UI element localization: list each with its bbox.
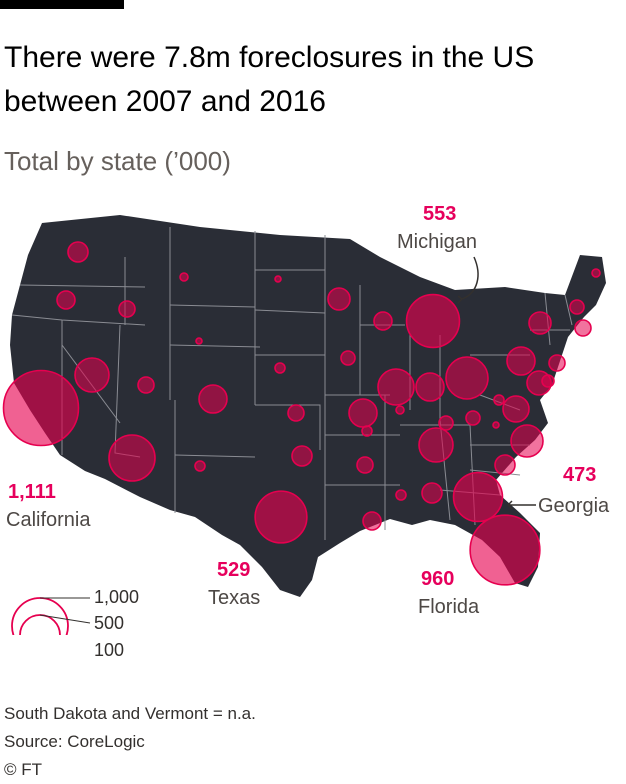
georgia-bubble <box>452 471 504 523</box>
state-bubble <box>373 311 393 331</box>
georgia-value: 473 <box>563 464 597 486</box>
legend-label-small: 100 <box>94 640 125 660</box>
state-bubble <box>74 357 110 393</box>
state-bubble <box>194 460 206 472</box>
legend-circle-medium <box>19 614 61 635</box>
state-bubble <box>361 425 373 437</box>
size-legend <box>11 597 91 635</box>
state-bubble <box>340 350 356 366</box>
state-bubble <box>362 511 382 531</box>
state-bubble <box>548 354 566 372</box>
state-bubble <box>291 445 313 467</box>
copyright: © FT <box>4 760 43 779</box>
state-bubble <box>348 398 378 428</box>
state-bubble <box>67 241 89 263</box>
state-bubble <box>415 372 445 402</box>
state-bubble <box>510 424 544 458</box>
brand-bar <box>0 0 124 9</box>
michigan-bubble <box>405 293 461 349</box>
state-bubble <box>418 427 454 463</box>
state-bubble <box>492 421 500 429</box>
state-bubble <box>494 454 516 476</box>
michigan-label: Michigan <box>397 231 478 253</box>
state-bubble <box>395 405 405 415</box>
michigan-arrow <box>461 256 479 300</box>
state-bubble <box>445 356 489 400</box>
state-bubble <box>502 395 530 423</box>
state-bubble <box>118 300 136 318</box>
state-bubble <box>56 290 76 310</box>
chart-subtitle: Total by state (’000) <box>4 146 231 176</box>
california-bubble <box>2 369 80 447</box>
texas-value: 529 <box>217 559 251 581</box>
state-bubble <box>356 456 374 474</box>
california-value: 1,111 <box>8 481 56 503</box>
state-bubble <box>287 404 305 422</box>
florida-value: 960 <box>421 568 455 590</box>
florida-bubble <box>469 514 541 586</box>
state-bubble <box>198 384 228 414</box>
us-map <box>2 215 606 635</box>
state-bubble <box>195 337 203 345</box>
source: Source: CoreLogic <box>4 732 145 751</box>
michigan-arrowhead <box>457 295 464 304</box>
state-bubble <box>395 489 407 501</box>
state-bubble <box>377 368 415 406</box>
state-bubble <box>506 346 536 376</box>
bubble-layer <box>2 241 601 586</box>
state-bubble <box>465 410 481 426</box>
state-bubble <box>179 272 189 282</box>
state-bubble <box>541 374 555 388</box>
state-bubble <box>327 287 351 311</box>
state-bubble <box>274 275 282 283</box>
texas-label: Texas <box>208 587 261 609</box>
state-bubble <box>438 415 454 431</box>
michigan-value: 553 <box>423 203 457 225</box>
state-bubble <box>574 319 592 337</box>
state-bubble <box>493 394 505 406</box>
footnote: South Dakota and Vermont = n.a. <box>4 704 256 723</box>
georgia-arrowhead <box>506 500 513 510</box>
chart-title: There were 7.8m foreclosures in the US b… <box>4 41 535 118</box>
state-bubble <box>137 376 155 394</box>
florida-label: Florida <box>418 596 480 618</box>
state-bubble <box>528 311 552 335</box>
state-bubble <box>591 268 601 278</box>
texas-bubble <box>254 490 308 544</box>
legend-label-medium: 500 <box>94 613 125 633</box>
georgia-label: Georgia <box>538 495 610 517</box>
state-bubble <box>421 482 443 504</box>
state-bubble <box>108 434 156 482</box>
state-bubble <box>569 299 585 315</box>
california-label: California <box>6 509 91 531</box>
state-bubble <box>274 362 286 374</box>
legend-label-large: 1,000 <box>94 587 140 607</box>
